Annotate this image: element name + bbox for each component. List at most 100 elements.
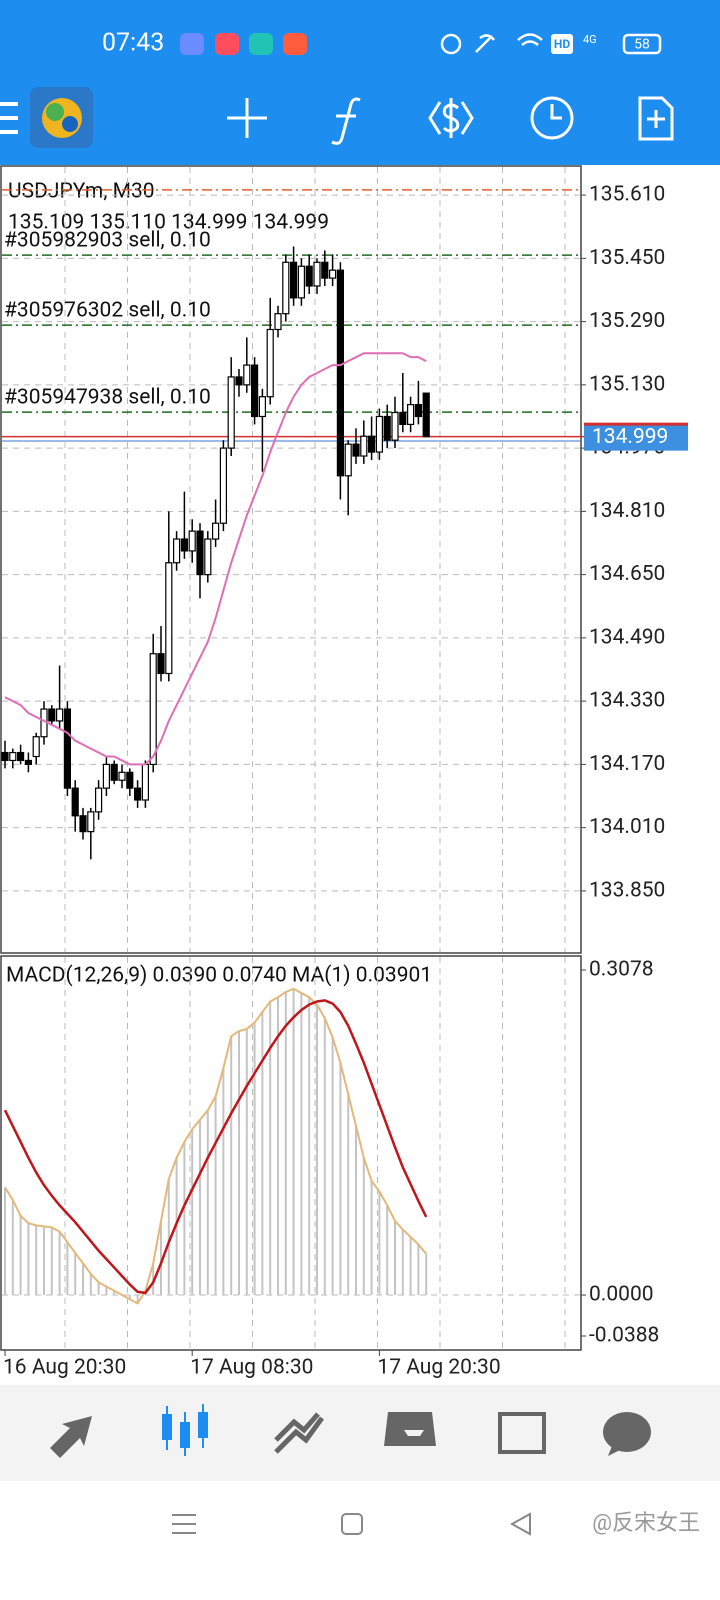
bottom-tabs [50, 1404, 651, 1458]
candle-body [383, 415, 391, 441]
home-key[interactable] [341, 1513, 363, 1535]
candle-body [102, 763, 111, 789]
moving-average [4, 352, 427, 766]
candle-body [24, 759, 32, 766]
y-tick-label: 134.170 [589, 752, 665, 776]
candle-body [126, 771, 134, 789]
candle-body [63, 708, 72, 789]
bid-label: 134.999 [592, 425, 668, 449]
candle-body [196, 530, 204, 576]
bid-box-edge [584, 422, 688, 426]
candle-body [219, 447, 227, 524]
candle-body [55, 708, 64, 722]
candle-body [118, 771, 126, 781]
crosshair-button[interactable] [227, 98, 267, 138]
candle-body [243, 364, 251, 386]
menu-key[interactable] [172, 1514, 196, 1534]
candle-body [235, 376, 243, 386]
system-nav [172, 1512, 531, 1536]
quotes-tab[interactable] [50, 1416, 92, 1458]
network-label: 4G [583, 33, 597, 46]
candle-body [422, 392, 430, 438]
back-key[interactable] [509, 1512, 531, 1536]
y-tick-label: 134.010 [589, 815, 665, 839]
indicators-button[interactable] [331, 97, 361, 145]
candle-body [297, 265, 305, 299]
candle-body [227, 376, 235, 449]
trade-button[interactable] [428, 98, 474, 138]
watermark: @反宋女王 [592, 1511, 700, 1536]
chart-tab[interactable] [162, 1404, 208, 1456]
bid-box [584, 424, 688, 451]
objects-button[interactable] [638, 96, 674, 141]
macd-title: MACD(12,26,9) 0.0390 0.0740 MA(1) 0.0390… [6, 964, 432, 988]
app-logo-mark [42, 98, 82, 138]
chat-tab[interactable] [603, 1412, 651, 1456]
y-tick-label: 134.330 [589, 689, 665, 713]
candle-body [134, 787, 142, 801]
candle-body [212, 522, 220, 540]
candle-body [407, 404, 415, 425]
candle-body [352, 443, 360, 457]
candle-body [48, 708, 56, 722]
candle-body [391, 411, 399, 441]
candle-body [157, 653, 165, 675]
candle-body [87, 811, 95, 833]
candle-body [17, 751, 25, 762]
candle-body [375, 415, 383, 453]
candle-body [290, 261, 298, 299]
status-icons [440, 33, 662, 55]
candle-body [266, 328, 274, 398]
order-label: #305947938 sell, 0.10 [4, 386, 211, 410]
ohlc-label: 135.109 135.110 134.999 134.999 [8, 211, 329, 235]
y-tick-label: 135.450 [589, 246, 665, 270]
candle-body [165, 562, 173, 675]
macd-line [4, 987, 427, 1305]
candle-body [173, 538, 181, 564]
candle-body [274, 313, 282, 331]
y-tick-label: 134.650 [589, 562, 665, 586]
history-tab[interactable] [384, 1412, 436, 1446]
x-tick-label: 17 Aug 08:30 [190, 1356, 313, 1380]
candle-body [180, 538, 188, 552]
candle-body [336, 269, 344, 477]
candle-body [204, 538, 212, 576]
candle-body [149, 653, 157, 766]
candle-body [79, 815, 87, 833]
y-tick-label: 135.610 [589, 183, 665, 207]
candle-body [414, 404, 422, 418]
candle-body [9, 751, 17, 762]
candle-body [141, 763, 149, 801]
candle-body [305, 265, 313, 287]
candle-body [110, 763, 118, 781]
order-label: #305982903 sell, 0.10 [4, 229, 211, 253]
y-tick-label: 134.810 [589, 499, 665, 523]
toolbar [227, 96, 674, 145]
hd-badge [551, 34, 573, 54]
y-tick-label: 0.0000 [589, 1283, 654, 1307]
battery-level: 58 [634, 37, 650, 53]
candle-body [360, 435, 368, 457]
y-tick-label: 135.290 [589, 309, 665, 333]
signal-line [3, 999, 428, 1295]
candle-body [329, 269, 337, 279]
main-panel [0, 165, 582, 954]
header-bar [0, 0, 720, 165]
news-tab[interactable] [498, 1412, 546, 1454]
y-tick-label: 0.3078 [589, 958, 654, 982]
candle-body [188, 530, 196, 552]
notification-icons [180, 33, 307, 55]
y-tick-label: -0.0388 [589, 1324, 659, 1348]
candle-body [399, 411, 407, 425]
timeframe-button[interactable] [530, 96, 574, 140]
menu-button[interactable] [0, 102, 18, 134]
candle-body [94, 787, 103, 813]
candle-body [368, 435, 376, 453]
candle-body [258, 396, 266, 418]
candle-body [32, 736, 40, 758]
candle-body [251, 364, 259, 418]
trade-tab[interactable] [274, 1412, 325, 1454]
candle-body [71, 787, 79, 817]
